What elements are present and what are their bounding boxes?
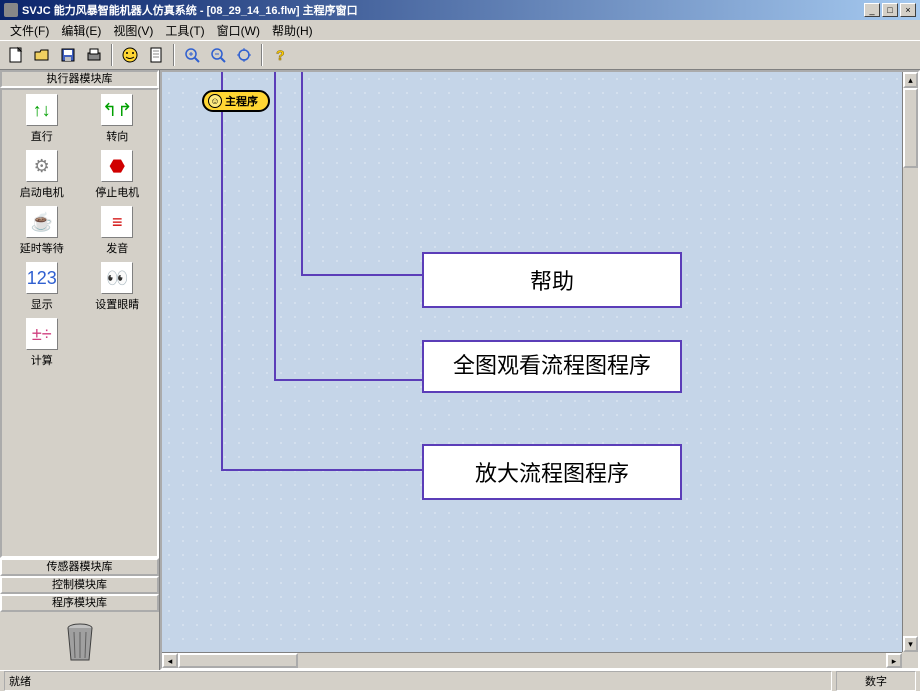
canvas-wrap: ☺ 主程序 帮助 全图观看流程图程序 放大流程图程序 ▴ ▾ ◂ ▸ [160,70,920,670]
new-button[interactable] [4,43,28,67]
module-item[interactable]: 👀 设置眼睛 [82,262,154,312]
module-icon: ↰↱ [101,94,133,126]
zoom-fit-button[interactable] [232,43,256,67]
module-icon: ≡ [101,206,133,238]
main-program-block[interactable]: ☺ 主程序 [202,90,270,112]
help-button[interactable]: ? [268,43,292,67]
scroll-corner [902,652,918,668]
minimize-button[interactable]: _ [864,3,880,17]
close-button[interactable]: × [900,3,916,17]
module-item[interactable]: ↑↓ 直行 [6,94,78,144]
app-icon [4,3,18,17]
module-label: 启动电机 [20,184,64,200]
module-label: 转向 [106,128,128,144]
toolbar: ? [0,40,920,70]
scroll-thumb-v[interactable] [903,88,918,168]
svg-text:?: ? [276,47,285,63]
callout-zoom-in: 放大流程图程序 [422,444,682,500]
sheet-button[interactable] [144,43,168,67]
module-icon: 123 [26,262,58,294]
open-button[interactable] [30,43,54,67]
module-label: 直行 [31,128,53,144]
toolbar-separator [173,44,175,66]
module-icon: ↑↓ [26,94,58,126]
print-button[interactable] [82,43,106,67]
titlebar: SVJC 能力风暴智能机器人仿真系统 - [08_29_14_16.flw] 主… [0,0,920,20]
canvas[interactable]: ☺ 主程序 帮助 全图观看流程图程序 放大流程图程序 [162,72,918,668]
status-left: 就绪 [4,671,832,691]
main-area: 执行器模块库 ↑↓ 直行 ↰↱ 转向 ⚙ 启动电机 ⬣ 停止电机 ☕ 延时等待 ≡ 发音 123 显示 👀 设… [0,70,920,670]
run-button[interactable] [118,43,142,67]
window-controls: _ □ × [864,3,916,17]
scrollbar-horizontal[interactable]: ◂ ▸ [162,652,902,668]
statusbar: 就绪 数字 [0,670,920,690]
panel-control[interactable]: 控制模块库 [0,576,159,594]
module-grid: ↑↓ 直行 ↰↱ 转向 ⚙ 启动电机 ⬣ 停止电机 ☕ 延时等待 ≡ 发音 123 显示 👀 设置眼睛 ±÷ 计算 [0,88,159,558]
scroll-thumb-h[interactable] [178,653,298,668]
module-item[interactable]: ⚙ 启动电机 [6,150,78,200]
module-icon: 👀 [101,262,133,294]
panel-sensor[interactable]: 传感器模块库 [0,558,159,576]
module-label: 停止电机 [95,184,139,200]
module-icon: ☕ [26,206,58,238]
module-icon: ⬣ [101,150,133,182]
module-item[interactable]: ≡ 发音 [82,206,154,256]
module-label: 显示 [31,296,53,312]
menu-tool[interactable]: 工具(T) [159,20,210,41]
window-title: SVJC 能力风暴智能机器人仿真系统 - [08_29_14_16.flw] 主… [22,2,864,18]
menu-edit[interactable]: 编辑(E) [55,20,107,41]
scroll-right-button[interactable]: ▸ [886,653,902,668]
module-item[interactable]: ⬣ 停止电机 [82,150,154,200]
callout-zoom-fit: 全图观看流程图程序 [422,340,682,393]
callout-help: 帮助 [422,252,682,308]
menu-view[interactable]: 视图(V) [107,20,159,41]
main-block-label: 主程序 [225,93,258,109]
panel-program[interactable]: 程序模块库 [0,594,159,612]
module-label: 设置眼睛 [95,296,139,312]
toolbar-separator [111,44,113,66]
scrollbar-vertical[interactable]: ▴ ▾ [902,72,918,652]
module-item[interactable]: ☕ 延时等待 [6,206,78,256]
sidebar-header: 执行器模块库 [0,70,159,88]
module-label: 延时等待 [20,240,64,256]
scroll-up-button[interactable]: ▴ [903,72,918,88]
sidebar: 执行器模块库 ↑↓ 直行 ↰↱ 转向 ⚙ 启动电机 ⬣ 停止电机 ☕ 延时等待 ≡ 发音 123 显示 👀 设… [0,70,160,670]
menu-window[interactable]: 窗口(W) [211,20,266,41]
zoom-in-button[interactable] [180,43,204,67]
trash-icon[interactable] [60,618,100,666]
save-button[interactable] [56,43,80,67]
module-item[interactable]: ±÷ 计算 [6,318,78,368]
module-label: 计算 [31,352,53,368]
maximize-button[interactable]: □ [882,3,898,17]
module-item[interactable]: ↰↱ 转向 [82,94,154,144]
zoom-out-button[interactable] [206,43,230,67]
smile-icon: ☺ [208,94,222,108]
module-icon: ±÷ [26,318,58,350]
module-icon: ⚙ [26,150,58,182]
toolbar-separator [261,44,263,66]
menu-help[interactable]: 帮助(H) [266,20,319,41]
module-item[interactable]: 123 显示 [6,262,78,312]
scroll-left-button[interactable]: ◂ [162,653,178,668]
status-right: 数字 [836,671,916,691]
scroll-track-h [178,653,886,668]
module-label: 发音 [106,240,128,256]
menubar: 文件(F) 编辑(E) 视图(V) 工具(T) 窗口(W) 帮助(H) [0,20,920,40]
menu-file[interactable]: 文件(F) [4,20,55,41]
scroll-down-button[interactable]: ▾ [903,636,918,652]
